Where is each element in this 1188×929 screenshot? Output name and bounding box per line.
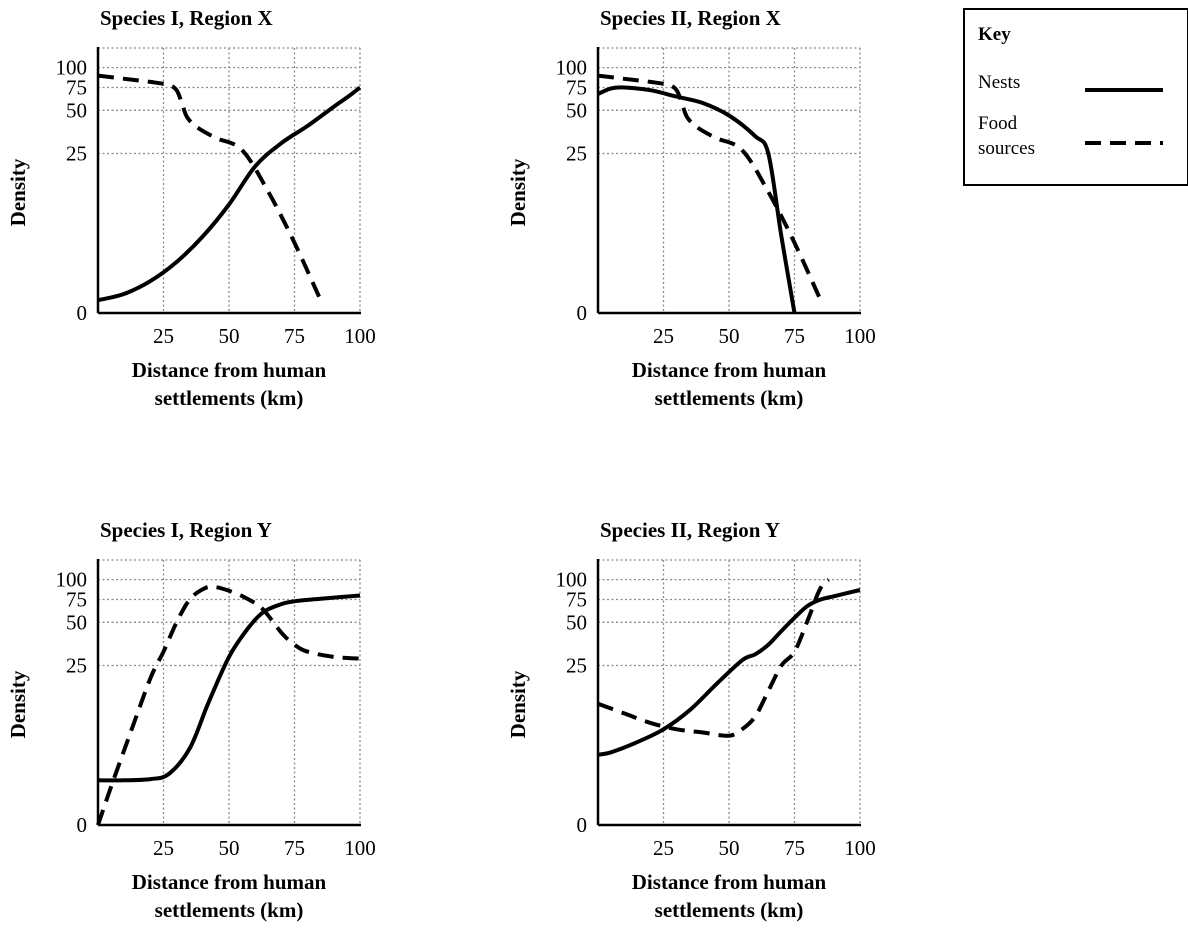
- x-axis-label: Distance from human: [632, 358, 827, 382]
- food-sources-line: [96, 584, 361, 826]
- y-axis-label: Density: [6, 158, 30, 226]
- y-tick-label: 100: [556, 568, 588, 592]
- x-tick-label: 50: [219, 836, 240, 860]
- chart-title: Species I, Region X: [100, 6, 273, 30]
- y-tick-label: 75: [66, 588, 87, 612]
- key-title: Key: [978, 24, 1011, 45]
- x-axis-label: Distance from human: [132, 870, 327, 894]
- y-tick-label: 75: [566, 588, 587, 612]
- x-axis-label: settlements (km): [655, 898, 804, 922]
- food-sources-line: [97, 73, 323, 302]
- key-label: sources: [978, 138, 1035, 159]
- charts: Species I, Region X25 50 75 1000255075100Di…: [6, 6, 876, 922]
- y-tick-label: 0: [77, 813, 88, 837]
- x-tick-label: 25: [153, 836, 174, 860]
- y-tick-label: 50: [66, 98, 87, 122]
- x-tick-label: 75: [284, 324, 305, 348]
- y-axis-label: Density: [6, 670, 30, 738]
- key-label: Nests: [978, 72, 1020, 93]
- x-tick-label: 100: [344, 836, 376, 860]
- x-tick-label: 75: [284, 836, 305, 860]
- x-tick-label: 100: [844, 324, 876, 348]
- y-tick-label: 25: [66, 142, 87, 166]
- chart-title: Species II, Region X: [600, 6, 781, 30]
- x-tick-label: 75: [784, 836, 805, 860]
- x-axis-label: settlements (km): [155, 898, 304, 922]
- x-tick-label: 25: [653, 836, 674, 860]
- chart-panel-3: Species I, Region Y25 50 75 1000255075100Di…: [6, 518, 376, 922]
- y-axis-label: Density: [506, 158, 530, 226]
- food-sources-line: [597, 73, 823, 302]
- x-tick-label: 75: [784, 324, 805, 348]
- y-tick-label: 100: [56, 568, 88, 592]
- key-label: Food: [978, 113, 1018, 134]
- chart-title: Species I, Region Y: [100, 518, 272, 542]
- y-tick-label: 0: [577, 301, 588, 325]
- nests-line: [97, 593, 361, 783]
- x-tick-label: 100: [844, 836, 876, 860]
- y-tick-label: 50: [66, 610, 87, 634]
- chart-panel-4: Species II, Region Y25 50 75 1000255075100D…: [506, 518, 876, 922]
- x-axis-label: settlements (km): [655, 386, 804, 410]
- nests-line: [597, 85, 797, 314]
- x-tick-label: 25: [153, 324, 174, 348]
- key-frame: [963, 8, 1188, 186]
- key-box: Key Nests Food sources: [963, 8, 1188, 186]
- nests-line: [97, 85, 362, 303]
- y-tick-label: 75: [66, 76, 87, 100]
- y-axis-label: Density: [506, 670, 530, 738]
- y-tick-label: 0: [577, 813, 588, 837]
- chart-panel-2: Species II, Region X25 50 75 1000255075100D…: [506, 6, 876, 410]
- y-tick-label: 75: [566, 76, 587, 100]
- x-axis-label: Distance from human: [132, 358, 327, 382]
- x-axis-label: settlements (km): [155, 386, 304, 410]
- y-tick-label: 50: [566, 98, 587, 122]
- chart-title: Species II, Region Y: [600, 518, 780, 542]
- x-axis-label: Distance from human: [632, 870, 827, 894]
- y-tick-label: 50: [566, 610, 587, 634]
- x-tick-label: 50: [719, 324, 740, 348]
- y-tick-label: 25: [566, 142, 587, 166]
- x-tick-label: 25: [653, 324, 674, 348]
- y-tick-label: 25: [566, 654, 587, 678]
- x-tick-label: 50: [219, 324, 240, 348]
- y-tick-label: 100: [556, 56, 588, 80]
- chart-panel-1: Species I, Region X25 50 75 1000255075100Di…: [6, 6, 376, 410]
- y-tick-label: 0: [77, 301, 88, 325]
- x-tick-label: 100: [344, 324, 376, 348]
- y-tick-label: 100: [56, 56, 88, 80]
- food-sources-line: [597, 577, 830, 738]
- y-tick-label: 25: [66, 654, 87, 678]
- x-tick-label: 50: [719, 836, 740, 860]
